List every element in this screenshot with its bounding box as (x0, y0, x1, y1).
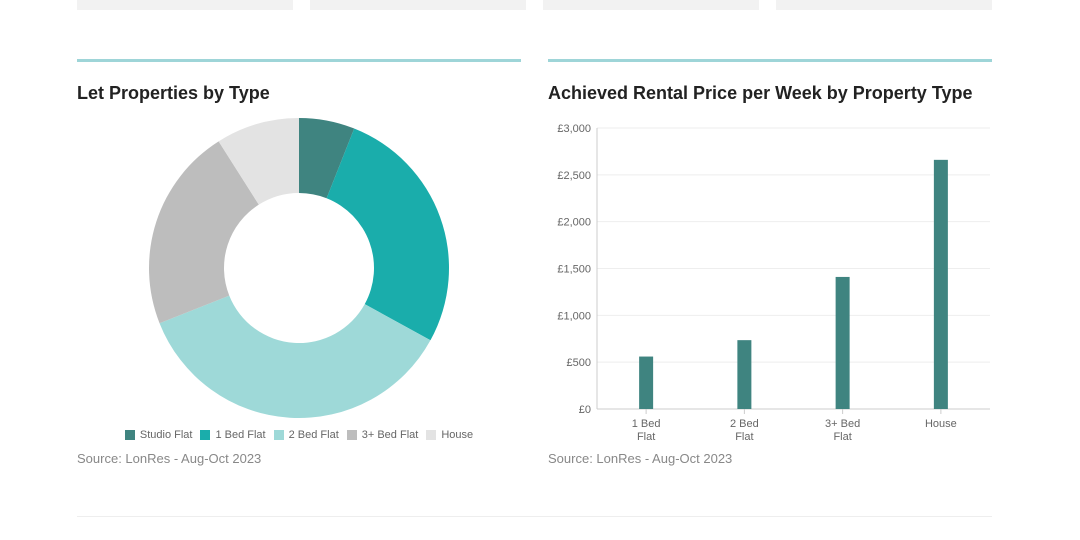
x-tick-label: Flat (637, 431, 655, 443)
bar-chart: £0 £500 £1,000 £1,500 £2,000 £2,500 £3,000 1 Be… (557, 123, 990, 443)
page-title: Let Properties by Type (77, 83, 270, 103)
top-card-1 (77, 0, 293, 10)
legend-label: 1 Bed Flat (215, 429, 266, 441)
y-tick-label: £3,000 (557, 123, 591, 135)
top-card-3 (543, 0, 759, 10)
legend-item-house: House (426, 429, 473, 441)
legend-swatch (426, 430, 437, 440)
y-tick-label: £2,500 (557, 170, 591, 182)
let-properties-panel: Let Properties by Type Studio Flat 1 Bed … (77, 59, 521, 479)
footer-divider (77, 516, 992, 517)
legend-swatch (273, 430, 284, 440)
y-tick-label: £0 (579, 404, 591, 416)
y-tick-label: £1,500 (557, 264, 591, 276)
donut-slice-3plus-bed-flat (149, 141, 259, 324)
x-tick-label: 3+ Bed (825, 418, 860, 430)
y-tick-label: £2,000 (557, 217, 591, 229)
donut-slice-1-bed-flat (326, 128, 449, 341)
donut-slice-2-bed-flat (159, 295, 431, 418)
bar-house (933, 159, 948, 409)
legend-item-studio-flat: Studio Flat (124, 429, 193, 441)
x-tick-label: Flat (735, 431, 753, 443)
y-tick-label: £1,000 (557, 310, 591, 322)
legend-swatch (124, 430, 135, 440)
source-note: Source: LonRes - Aug-Oct 2023 (548, 451, 733, 466)
x-tick-label: House (925, 418, 957, 430)
panel-accent-rule (548, 59, 992, 62)
donut-legend: Studio Flat 1 Bed Flat 2 Bed Flat 3+ Bed Fl… (77, 429, 521, 441)
y-tick-label: £500 (567, 357, 591, 369)
donut-slice-studio-flat (299, 118, 355, 199)
legend-swatch (346, 430, 357, 440)
page-title: Achieved Rental Price per Week by Proper… (548, 83, 973, 103)
legend-item-2-bed-flat: 2 Bed Flat (273, 429, 339, 441)
top-card-4 (776, 0, 992, 10)
legend-item-1-bed-flat: 1 Bed Flat (200, 429, 266, 441)
legend-swatch (200, 430, 211, 440)
panel-accent-rule (77, 59, 521, 62)
rental-price-panel: Achieved Rental Price per Week by Proper… (548, 59, 992, 479)
top-card-2 (310, 0, 526, 10)
legend-label: Studio Flat (139, 429, 193, 441)
donut-chart (149, 118, 449, 418)
x-tick-label: 1 Bed (632, 418, 661, 430)
source-note: Source: LonRes - Aug-Oct 2023 (77, 451, 262, 466)
x-tick-label: 2 Bed (730, 418, 759, 430)
x-tick-label: Flat (833, 431, 851, 443)
legend-label: 3+ Bed Flat (361, 429, 419, 441)
legend-label: 2 Bed Flat (288, 429, 339, 441)
donut-slice-house (218, 118, 299, 205)
legend-label: House (441, 429, 474, 441)
legend-item-3plus-bed-flat: 3+ Bed Flat (346, 429, 419, 441)
bar-1-bed-flat (639, 356, 654, 409)
bar-2-bed-flat (737, 340, 752, 409)
bar-3plus-bed-flat (835, 276, 850, 409)
